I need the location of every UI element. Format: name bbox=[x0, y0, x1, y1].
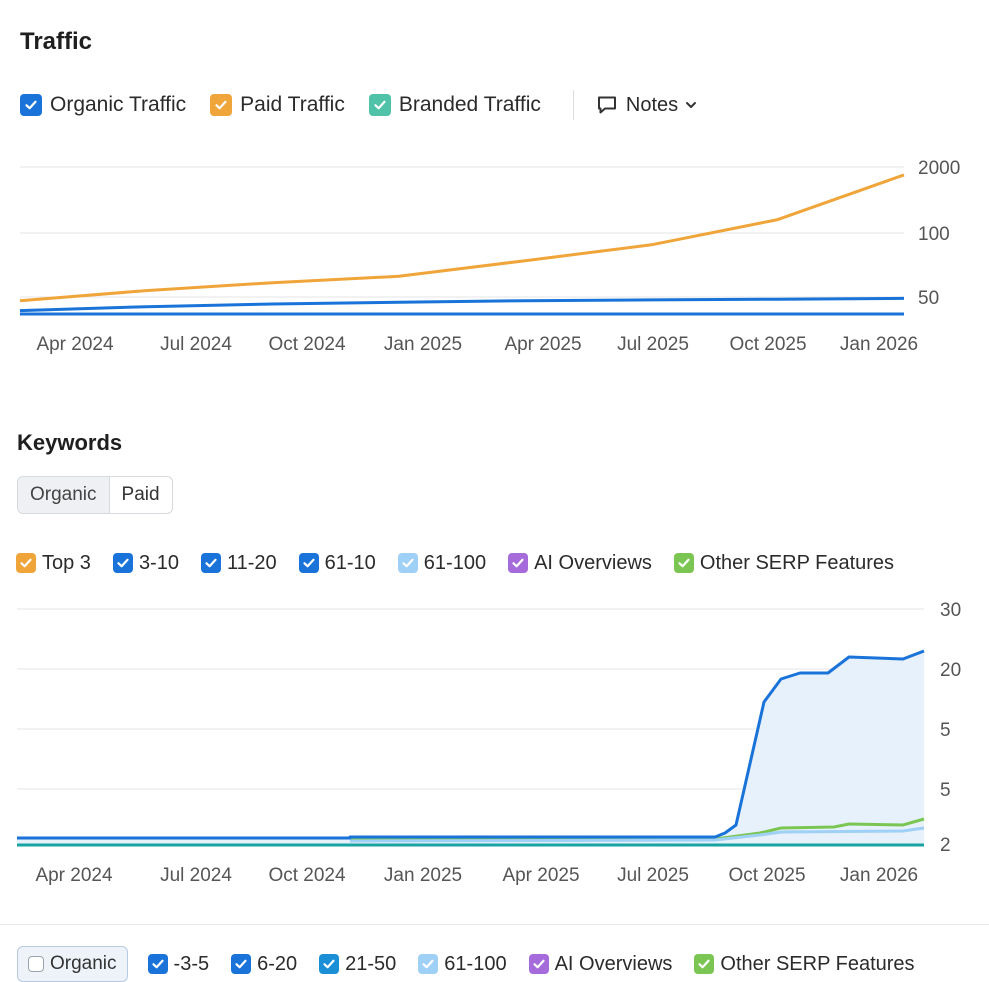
y-tick-label: 100 bbox=[918, 224, 950, 245]
tab-organic[interactable]: Organic bbox=[18, 477, 109, 513]
checkbox-checked-icon[interactable] bbox=[231, 954, 252, 974]
legend-label: 61-10 bbox=[324, 551, 376, 574]
checkbox-checked-icon[interactable] bbox=[319, 954, 340, 974]
legend-divider bbox=[572, 90, 574, 120]
tab-paid[interactable]: Paid bbox=[108, 477, 172, 513]
legend-label: -3-5 bbox=[173, 952, 210, 975]
legend-item-3-5[interactable]: -3-5 bbox=[147, 952, 210, 976]
x-tick-label: Jan 2026 bbox=[840, 865, 918, 886]
checkbox-checked-icon[interactable] bbox=[20, 94, 42, 116]
comment-icon bbox=[597, 96, 616, 114]
legend-label: Other SERP Features bbox=[699, 551, 895, 574]
legend-label: Organic Traffic bbox=[50, 93, 187, 116]
series-line-organic-traffic bbox=[19, 296, 905, 313]
checkbox-checked-icon[interactable] bbox=[694, 954, 715, 974]
y-tick-label: 20 bbox=[940, 660, 961, 681]
checkbox-checked-icon[interactable] bbox=[16, 553, 36, 573]
x-tick-label: Apr 2024 bbox=[36, 334, 114, 355]
checkbox-checked-icon[interactable] bbox=[397, 553, 418, 573]
legend-item-21-50[interactable]: 21-50 bbox=[319, 953, 396, 976]
y-tick-label: 30 bbox=[940, 600, 961, 621]
legend-item-other-serp-features[interactable]: Other SERP Features bbox=[673, 551, 895, 575]
y-tick-label: 50 bbox=[918, 288, 939, 309]
legend-label: 21-50 bbox=[345, 952, 397, 975]
notes-dropdown[interactable]: Notes bbox=[596, 94, 698, 117]
legend-label: Top 3 bbox=[42, 551, 91, 574]
keywords-title: Keywords bbox=[17, 430, 123, 455]
x-tick-label: Apr 2025 bbox=[504, 334, 581, 355]
checkbox-unchecked-icon[interactable] bbox=[28, 956, 44, 972]
x-tick-label: Apr 2025 bbox=[502, 865, 579, 886]
x-tick-label: Oct 2025 bbox=[729, 334, 806, 355]
x-tick-label: Oct 2024 bbox=[268, 865, 346, 886]
legend-label: 6-20 bbox=[257, 952, 298, 975]
legend-item-branded-traffic[interactable]: Branded Traffic bbox=[368, 93, 541, 117]
legend-label: AI Overviews bbox=[534, 551, 652, 574]
x-tick-label: Oct 2025 bbox=[728, 865, 805, 886]
series-area-3-10 bbox=[17, 651, 924, 845]
legend-item-6-20[interactable]: 6-20 bbox=[231, 953, 297, 976]
traffic-legend: Organic Traffic Paid Traffic Branded Traff… bbox=[20, 90, 698, 120]
legend-item-ai-overviews[interactable]: AI Overviews bbox=[508, 552, 652, 575]
y-tick-label: 2000 bbox=[918, 158, 960, 179]
y-tick-label: 5 bbox=[940, 780, 951, 801]
y-tick-label: 5 bbox=[940, 720, 951, 741]
legend-item-61-10[interactable]: 61-10 bbox=[298, 551, 376, 575]
x-tick-label: Apr 2024 bbox=[35, 865, 113, 886]
legend-item-61-100[interactable]: 61-100 bbox=[418, 952, 507, 976]
legend-label: 11-20 bbox=[226, 551, 277, 574]
checkbox-checked-icon[interactable] bbox=[210, 94, 233, 116]
legend-item-61-100[interactable]: 61-100 bbox=[397, 551, 487, 575]
x-tick-label: Jul 2024 bbox=[160, 865, 232, 886]
x-tick-label: Jul 2024 bbox=[160, 334, 232, 355]
organic-label: Organic bbox=[50, 953, 117, 974]
legend-item-top-3[interactable]: Top 3 bbox=[16, 552, 91, 575]
traffic-chart: 2000 100 50 Apr 2024 Jul 2024 Oct 2024 Jan 202… bbox=[19, 158, 960, 355]
checkbox-checked-icon[interactable] bbox=[508, 553, 529, 573]
checkbox-checked-icon[interactable] bbox=[528, 954, 549, 974]
x-tick-label: Jan 2025 bbox=[384, 865, 462, 886]
legend-label: 61-100 bbox=[444, 952, 507, 975]
legend-item-11-20[interactable]: 11-20 bbox=[200, 551, 277, 575]
checkbox-checked-icon[interactable] bbox=[298, 553, 319, 573]
legend-item-organic-traffic[interactable]: Organic Traffic bbox=[20, 93, 186, 117]
legend-label: AI Overviews bbox=[554, 952, 673, 975]
keywords-chart: 30 20 5 5 2 Apr 2024 Jul 2024 Oct 2024 Jan 2025 A… bbox=[17, 600, 961, 886]
keywords-tabs: Organic Paid bbox=[17, 476, 173, 514]
keywords-legend: Top 3 3-10 11-20 61-10 61-100 AI Overviews Oth… bbox=[16, 550, 916, 576]
checkbox-checked-icon[interactable] bbox=[673, 553, 694, 573]
legend-label: Paid Traffic bbox=[240, 93, 345, 116]
chevron-down-icon bbox=[686, 102, 697, 108]
legend-label: 3-10 bbox=[138, 551, 179, 574]
series-line-paid-traffic bbox=[19, 173, 905, 303]
organic-toggle[interactable]: Organic bbox=[17, 946, 128, 982]
legend-item-paid-traffic[interactable]: Paid Traffic bbox=[210, 93, 345, 117]
notes-label: Notes bbox=[625, 93, 679, 116]
x-tick-label: Oct 2024 bbox=[268, 334, 346, 355]
traffic-title: Traffic bbox=[20, 28, 93, 55]
x-tick-label: Jan 2026 bbox=[840, 334, 918, 355]
legend-item-3-10[interactable]: 3-10 bbox=[112, 551, 179, 575]
legend-item-other-serp-features[interactable]: Other SERP Features bbox=[694, 952, 915, 976]
checkbox-checked-icon[interactable] bbox=[147, 954, 168, 974]
legend-label: Other SERP Features bbox=[720, 952, 915, 975]
legend-label: 61-100 bbox=[423, 551, 487, 574]
x-tick-label: Jan 2025 bbox=[384, 334, 462, 355]
divider bbox=[0, 924, 989, 925]
series-line-3-10 bbox=[17, 649, 925, 840]
series-line-61-100 bbox=[349, 826, 925, 843]
legend-item-ai-overviews[interactable]: AI Overviews bbox=[528, 952, 673, 976]
checkbox-checked-icon[interactable] bbox=[418, 954, 439, 974]
checkbox-checked-icon[interactable] bbox=[200, 553, 221, 573]
x-tick-label: Jul 2025 bbox=[617, 334, 689, 355]
legend-label: Branded Traffic bbox=[398, 93, 541, 116]
bottom-legend: Organic -3-5 6-20 21-50 61-100 AI Overviews Ot… bbox=[17, 946, 937, 982]
y-tick-label: 2 bbox=[940, 835, 951, 856]
checkbox-checked-icon[interactable] bbox=[112, 553, 133, 573]
x-tick-label: Jul 2025 bbox=[617, 865, 689, 886]
checkbox-checked-icon[interactable] bbox=[368, 94, 391, 116]
